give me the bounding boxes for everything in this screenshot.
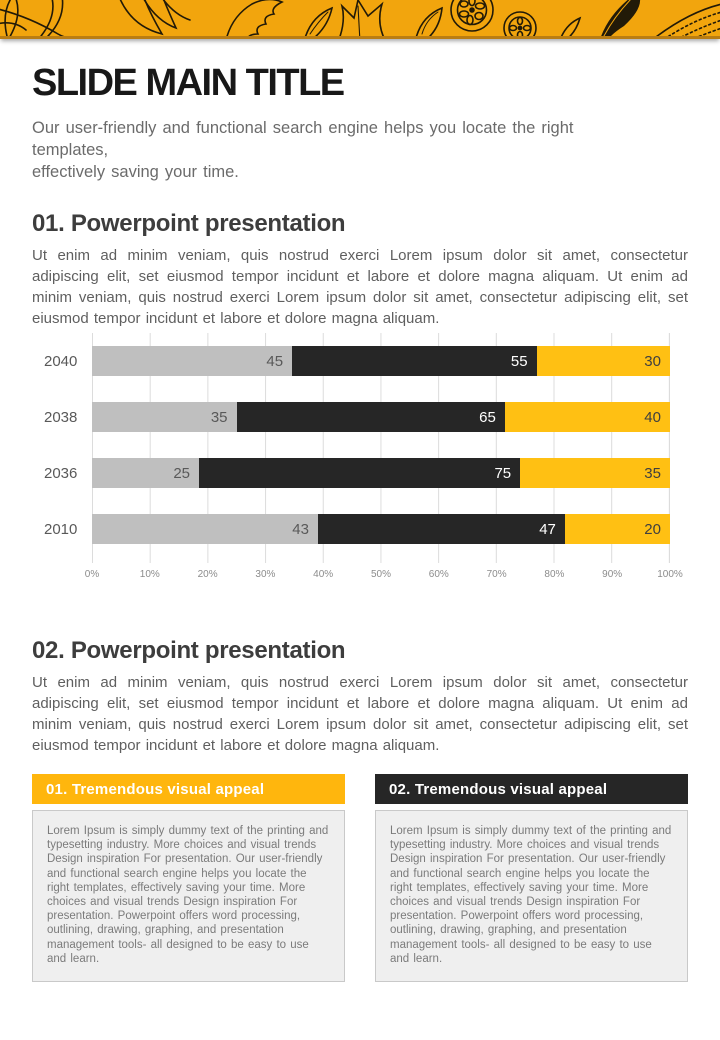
bar-row-2036: 25 75 35 [92, 445, 670, 501]
card-body-1: Lorem Ipsum is simply dummy text of the … [32, 810, 345, 983]
bar-segment: 55 [292, 346, 537, 376]
bar-segment: 35 [92, 402, 237, 432]
bar-segment: 20 [564, 514, 670, 544]
bar-segment: 35 [520, 458, 670, 488]
section-01-heading: 01. Powerpoint presentation [32, 210, 346, 237]
x-axis-tick-label: 10% [139, 569, 160, 580]
feature-cards: 01. Tremendous visual appeal Lorem Ipsum… [32, 774, 688, 983]
top-band [0, 0, 720, 39]
card-1: 01. Tremendous visual appeal Lorem Ipsum… [32, 774, 345, 983]
chart-plot-area: 45 55 30 35 65 40 25 75 35 43 47 20 0% 10% 20% 30% 40% 5… [85, 333, 683, 587]
category-label: 2040 [44, 352, 78, 370]
chart-bars: 45 55 30 35 65 40 25 75 35 43 47 20 [92, 333, 670, 557]
page-title: SLIDE MAIN TITLE [32, 62, 345, 104]
slide-content: SLIDE MAIN TITLE Our user-friendly and f… [0, 62, 720, 983]
x-axis-tick-label: 70% [486, 569, 507, 580]
bar-segment: 40 [504, 402, 670, 432]
x-axis-tick-label: 60% [428, 569, 449, 580]
bar-segment: 30 [536, 346, 670, 376]
bar-segment: 25 [92, 458, 200, 488]
subtitle-line-2: effectively saving your time. [32, 163, 239, 181]
card-header-2: 02. Tremendous visual appeal [375, 774, 688, 804]
category-label: 2038 [44, 408, 78, 426]
card-2: 02. Tremendous visual appeal Lorem Ipsum… [375, 774, 688, 983]
x-axis-tick-label: 20% [197, 569, 218, 580]
x-axis-tick-label: 0% [84, 569, 100, 580]
card-header-1: 01. Tremendous visual appeal [32, 774, 345, 804]
stacked-bar-chart: 2040 2038 2036 2010 45 55 30 35 65 40 25 75 35 43 47 2… [32, 333, 688, 587]
bar-segment: 47 [317, 514, 565, 544]
card-body-2: Lorem Ipsum is simply dummy text of the … [375, 810, 688, 983]
x-axis-tick-label: 30% [255, 569, 276, 580]
chart-category-axis: 2040 2038 2036 2010 [32, 333, 92, 587]
section-01: 01. Powerpoint presentation Ut enim ad m… [32, 210, 688, 329]
bar-segment: 65 [236, 402, 505, 432]
subtitle-line-1: Our user-friendly and functional search … [32, 119, 574, 159]
category-label: 2036 [44, 464, 78, 482]
x-axis-tick-label: 90% [602, 569, 623, 580]
bar-segment: 75 [199, 458, 521, 488]
category-label: 2010 [44, 520, 78, 538]
x-axis-tick-label: 50% [370, 569, 392, 580]
bar-row-2038: 35 65 40 [92, 389, 670, 445]
x-axis-tick-label: 80% [544, 569, 565, 580]
x-axis-tick-label: 100% [657, 569, 683, 580]
bar-row-2040: 45 55 30 [92, 333, 670, 389]
chart-x-axis: 0% 10% 20% 30% 40% 50% 60% 70% 80% 90% 100% [85, 567, 683, 587]
bar-segment: 43 [92, 514, 318, 544]
section-02-heading: 02. Powerpoint presentation [32, 637, 346, 664]
section-01-body: Ut enim ad minim veniam, quis nostrud ex… [32, 247, 688, 327]
section-02: 02. Powerpoint presentation Ut enim ad m… [32, 637, 688, 756]
bar-row-2010: 43 47 20 [92, 501, 670, 557]
x-axis-tick-label: 40% [313, 569, 334, 580]
botanical-illustrations-icon [0, 0, 720, 36]
bar-segment: 45 [92, 346, 293, 376]
page-subtitle: Our user-friendly and functional search … [32, 117, 654, 183]
section-02-body: Ut enim ad minim veniam, quis nostrud ex… [32, 674, 688, 754]
